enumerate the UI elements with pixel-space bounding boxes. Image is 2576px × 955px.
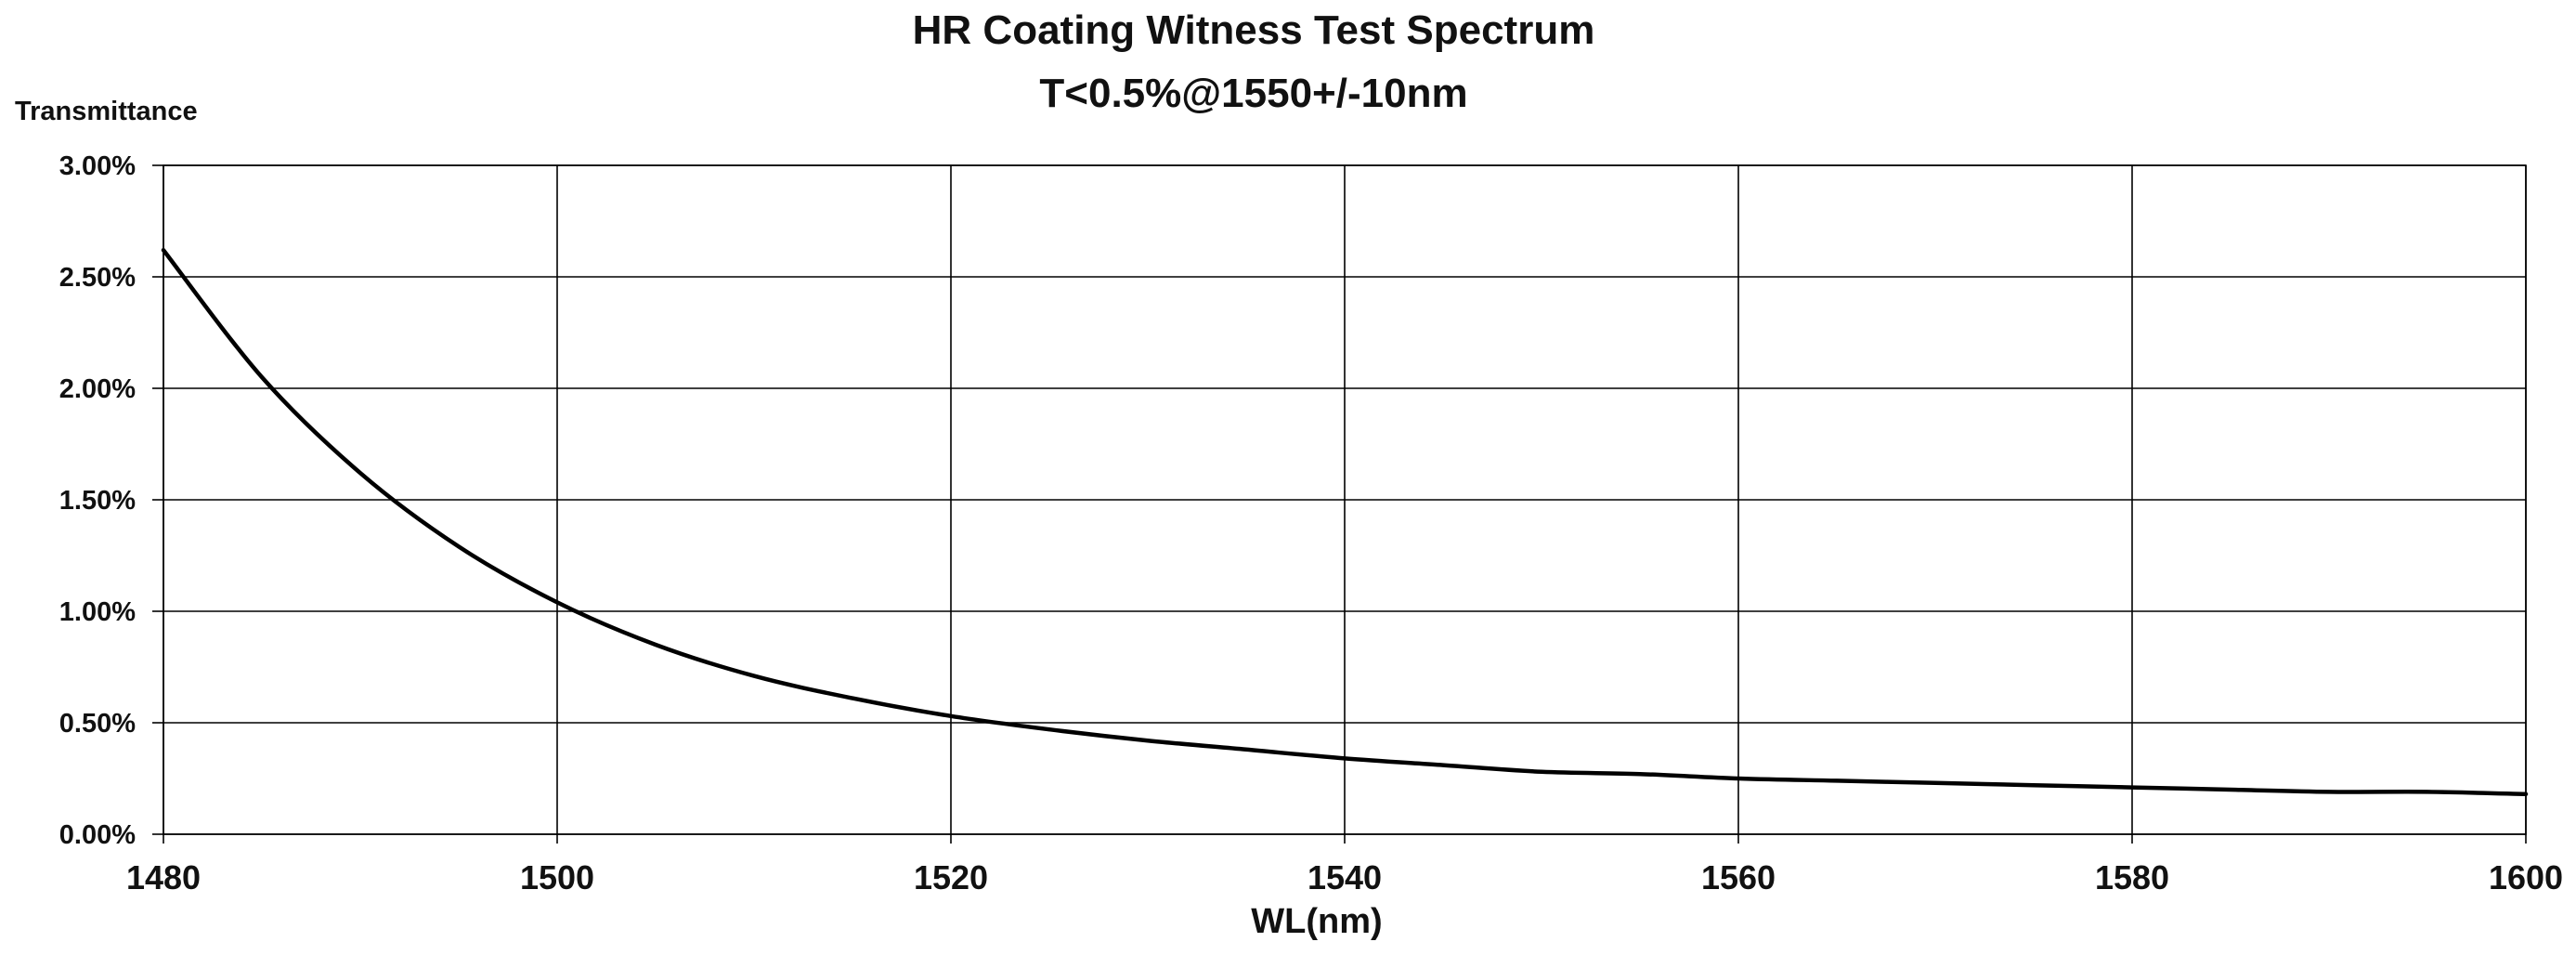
x-tick-label: 1600 [2489, 858, 2563, 896]
chart-subtitle: T<0.5%@1550+/-10nm [1039, 71, 1467, 116]
x-tick-label: 1500 [520, 858, 594, 896]
gridlines [152, 164, 2527, 844]
y-tick-label: 0.50% [59, 709, 136, 739]
plot-area-frame [163, 164, 2527, 835]
x-axis-title: WL(nm) [1251, 902, 1382, 941]
chart-title: HR Coating Witness Test Spectrum [913, 7, 1595, 53]
y-tick-label: 1.50% [59, 486, 136, 516]
x-tick-label: 1520 [914, 858, 988, 896]
tick-labels: 0.00% 0.50% 1.00% 1.50% 2.00% 2.50% 3.00% 1480 1… [59, 151, 2563, 896]
y-tick-label: 2.00% [59, 374, 136, 404]
y-tick-label: 2.50% [59, 263, 136, 293]
y-tick-label: 0.00% [59, 820, 136, 850]
x-tick-label: 1580 [2095, 858, 2169, 896]
y-axis-title: Transmittance [15, 97, 198, 126]
y-tick-label: 3.00% [59, 151, 136, 181]
x-tick-label: 1540 [1308, 858, 1382, 896]
x-tick-label: 1480 [126, 858, 201, 896]
y-tick-label: 1.00% [59, 597, 136, 627]
series-layer [161, 247, 2529, 797]
transmittance-series-line [161, 247, 2529, 797]
x-tick-label: 1560 [1701, 858, 1776, 896]
